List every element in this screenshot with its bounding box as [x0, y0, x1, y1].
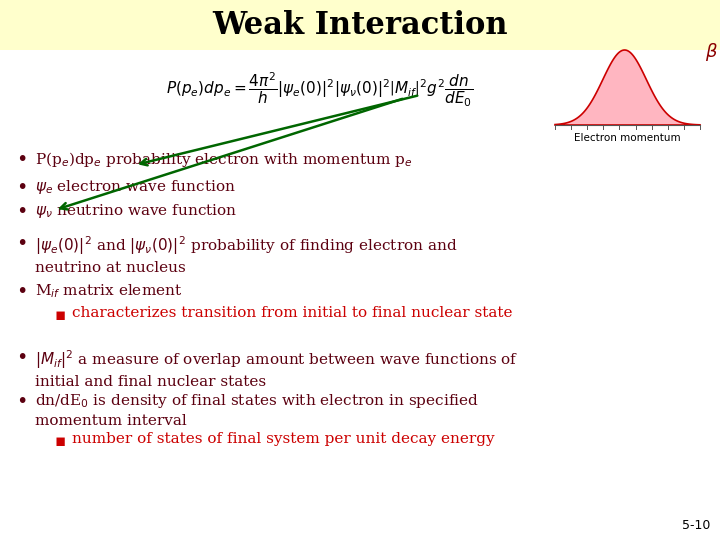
Text: M$_{if}$ matrix element: M$_{if}$ matrix element: [35, 282, 182, 300]
Text: $\psi_e$ electron wave function: $\psi_e$ electron wave function: [35, 178, 235, 196]
Text: •: •: [17, 202, 27, 221]
Text: •: •: [17, 282, 27, 301]
Text: ▪: ▪: [55, 432, 66, 450]
Polygon shape: [555, 50, 700, 125]
Text: 5-10: 5-10: [682, 519, 710, 532]
Text: Weak Interaction: Weak Interaction: [212, 10, 508, 40]
Text: characterizes transition from initial to final nuclear state: characterizes transition from initial to…: [72, 306, 513, 320]
Text: ▪: ▪: [55, 306, 66, 324]
Text: $\psi_\nu$ neutrino wave function: $\psi_\nu$ neutrino wave function: [35, 202, 238, 220]
Text: number of states of final system per unit decay energy: number of states of final system per uni…: [72, 432, 495, 446]
Text: •: •: [17, 178, 27, 197]
Text: $\beta^-$: $\beta^-$: [705, 41, 720, 63]
Text: •: •: [17, 392, 27, 411]
Text: •: •: [17, 348, 27, 367]
Text: Electron momentum: Electron momentum: [574, 133, 680, 143]
Text: •: •: [17, 234, 27, 253]
Text: $P(p_e)dp_e = \dfrac{4\pi^2}{h}|\psi_e(0)|^2|\psi_\nu(0)|^2\left|M_{if}\right|^2: $P(p_e)dp_e = \dfrac{4\pi^2}{h}|\psi_e(0…: [166, 71, 474, 109]
Text: •: •: [17, 150, 27, 169]
Text: P(p$_e$)dp$_e$ probability electron with momentum p$_e$: P(p$_e$)dp$_e$ probability electron with…: [35, 150, 413, 169]
Text: dn/dE$_0$ is density of final states with electron in specified
momentum interva: dn/dE$_0$ is density of final states wit…: [35, 392, 479, 428]
Text: $|\psi_e(0)|^2$ and $|\psi_\nu(0)|^2$ probability of finding electron and
neutri: $|\psi_e(0)|^2$ and $|\psi_\nu(0)|^2$ pr…: [35, 234, 457, 274]
Text: $|M_{if}|^2$ a measure of overlap amount between wave functions of
initial and f: $|M_{if}|^2$ a measure of overlap amount…: [35, 348, 518, 389]
FancyBboxPatch shape: [0, 0, 720, 50]
